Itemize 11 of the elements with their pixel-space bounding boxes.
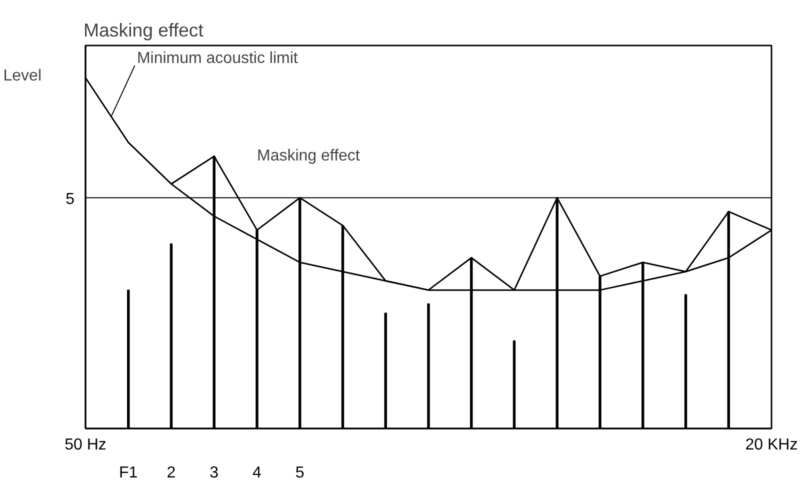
text: Masking effect xyxy=(257,148,360,165)
x-tick-label: 4 xyxy=(252,464,262,482)
text: Minimum acoustic limit xyxy=(136,50,298,68)
x-tick-label: 5 xyxy=(295,464,304,482)
x-tick-label: 20 KHz xyxy=(745,436,798,454)
x-tick-label: 2 xyxy=(166,464,176,482)
x-tick-label: F1 xyxy=(119,464,138,482)
chart-title: Masking effect xyxy=(84,20,204,40)
y-axis-title: Level xyxy=(3,68,42,85)
x-tick-label: 3 xyxy=(210,464,219,482)
x-tick-label: 50 Hz xyxy=(64,436,106,454)
